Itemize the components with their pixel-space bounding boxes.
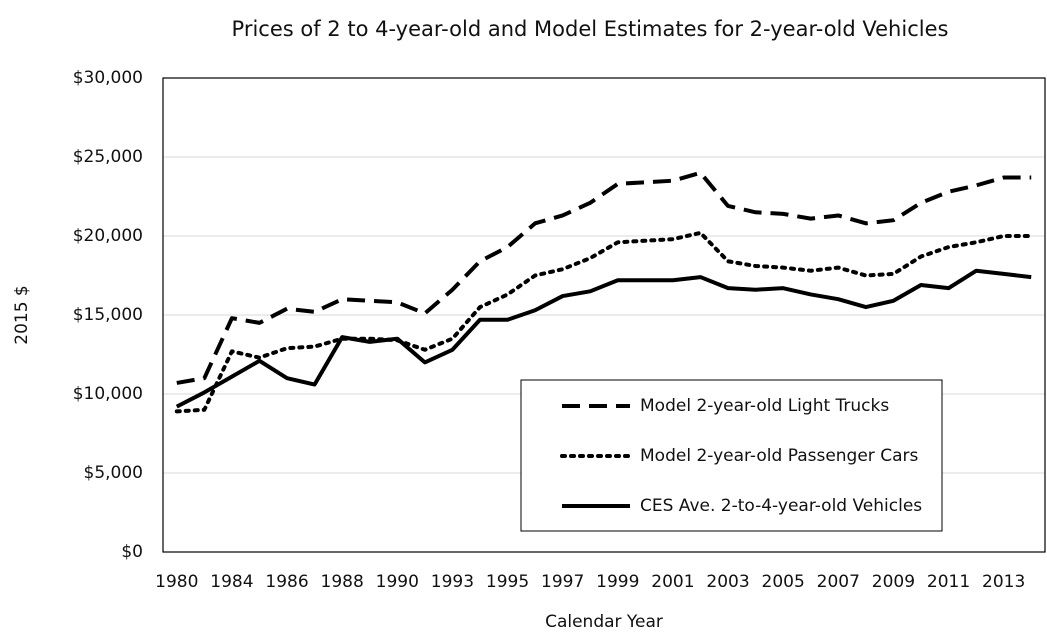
legend-label: Model 2-year-old Passenger Cars xyxy=(640,446,918,466)
x-tick-label: 2005 xyxy=(762,572,805,592)
x-tick-label: 1997 xyxy=(541,572,584,592)
chart-title: Prices of 2 to 4-year-old and Model Esti… xyxy=(232,17,949,41)
y-tick-label: $25,000 xyxy=(73,147,143,167)
y-tick-label: $10,000 xyxy=(73,384,143,404)
x-tick-label: 1980 xyxy=(155,572,198,592)
y-tick-label: $15,000 xyxy=(73,305,143,325)
x-tick-label: 1988 xyxy=(321,572,364,592)
legend-label: Model 2-year-old Light Trucks xyxy=(640,396,889,416)
series-line xyxy=(176,170,1032,385)
x-tick-label: 1995 xyxy=(486,572,529,592)
x-tick-label: 1986 xyxy=(265,572,308,592)
x-tick-label: 1990 xyxy=(376,572,419,592)
y-tick-label: $5,000 xyxy=(84,463,143,483)
y-tick-label: $30,000 xyxy=(73,68,143,88)
y-tick-label: $20,000 xyxy=(73,226,143,246)
x-tick-label: 2007 xyxy=(817,572,860,592)
x-axis-label: Calendar Year xyxy=(545,612,663,632)
x-tick-label: 2003 xyxy=(706,572,749,592)
x-tick-label: 1999 xyxy=(596,572,639,592)
x-tick-label: 2013 xyxy=(982,572,1025,592)
series-line xyxy=(174,230,1034,414)
x-tick-label: 2011 xyxy=(927,572,970,592)
y-axis-label: 2015 $ xyxy=(12,285,32,344)
x-tick-label: 1984 xyxy=(210,572,253,592)
x-tick-label: 2001 xyxy=(651,572,694,592)
series-line xyxy=(175,268,1032,409)
plot-border xyxy=(162,77,1046,553)
x-tick-label: 2009 xyxy=(872,572,915,592)
legend-label: CES Ave. 2-to-4-year-old Vehicles xyxy=(640,496,922,516)
y-tick-label: $0 xyxy=(121,542,143,562)
x-tick-label: 1993 xyxy=(431,572,474,592)
